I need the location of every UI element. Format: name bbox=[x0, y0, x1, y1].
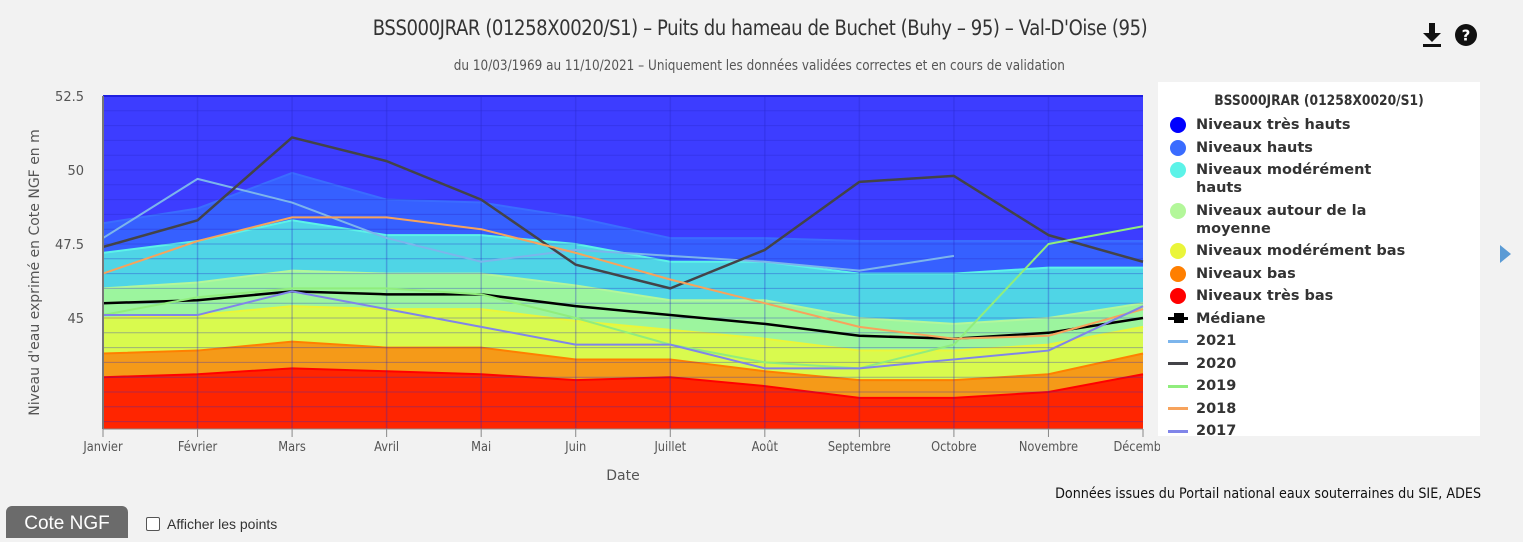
legend-item[interactable]: 2021 bbox=[1158, 332, 1480, 350]
svg-text:Novembre: Novembre bbox=[1019, 439, 1078, 454]
svg-text:Mars: Mars bbox=[278, 439, 306, 454]
help-button[interactable]: ? bbox=[1454, 23, 1478, 47]
legend-item-label: 2020 bbox=[1196, 355, 1237, 372]
legend-item[interactable]: Niveaux modérément bas bbox=[1158, 242, 1480, 260]
legend-item[interactable]: Niveaux autour de la moyenne bbox=[1158, 202, 1480, 238]
series-line bbox=[103, 290, 1144, 370]
legend-line-icon bbox=[1168, 407, 1188, 410]
legend-line-icon bbox=[1168, 339, 1188, 343]
legend-item-label: Médiane bbox=[1196, 310, 1266, 327]
legend-item-label: Niveaux très hauts bbox=[1196, 117, 1351, 133]
legend-item-label: Niveaux très bas bbox=[1196, 288, 1334, 304]
series-lines bbox=[102, 136, 1144, 370]
legend-line-icon bbox=[1168, 362, 1188, 365]
legend-item-label: 2018 bbox=[1196, 400, 1237, 417]
show-points-checkbox[interactable] bbox=[146, 517, 160, 531]
show-points-label: Afficher les points bbox=[167, 516, 278, 532]
legend-dot-icon bbox=[1170, 202, 1186, 219]
legend-line-icon bbox=[1168, 429, 1188, 433]
series-line bbox=[102, 136, 1144, 290]
legend-item[interactable]: 2018 bbox=[1158, 400, 1480, 418]
legend: BSS000JRAR (01258X0020/S1) Niveaux très … bbox=[1158, 82, 1480, 439]
svg-text:?: ? bbox=[1462, 27, 1471, 45]
legend-item[interactable]: 2017 bbox=[1158, 422, 1480, 440]
legend-item-label: Niveaux autour de la moyenne bbox=[1196, 202, 1367, 237]
level-bands bbox=[102, 96, 1144, 429]
svg-text:Janvier: Janvier bbox=[82, 439, 123, 454]
svg-text:Décembre: Décembre bbox=[1113, 439, 1160, 454]
svg-text:50: 50 bbox=[67, 164, 84, 179]
show-points-option[interactable]: Afficher les points bbox=[146, 516, 277, 532]
legend-median-icon bbox=[1168, 313, 1188, 323]
axes: Janvier Février Mars Avril Mai Juin Juillet Aoû… bbox=[27, 90, 1160, 484]
chart-subtitle: du 10/03/1969 au 11/10/2021 – Uniquement… bbox=[453, 58, 1065, 74]
legend-item[interactable]: Niveaux très bas bbox=[1158, 287, 1480, 305]
data-source: Données issues du Portail national eaux … bbox=[1054, 486, 1481, 502]
chart-plot: Janvier Février Mars Avril Mai Juin Juillet Aoû… bbox=[27, 90, 1160, 484]
svg-text:Septembre: Septembre bbox=[828, 439, 891, 454]
legend-item-label: Niveaux bas bbox=[1196, 265, 1296, 282]
svg-text:Date: Date bbox=[606, 468, 639, 484]
legend-title: BSS000JRAR (01258X0020/S1) bbox=[1214, 93, 1424, 109]
download-icon bbox=[1423, 23, 1441, 47]
legend-item[interactable]: Médiane bbox=[1158, 310, 1480, 328]
legend-item-label: Niveaux modérément hauts bbox=[1196, 162, 1372, 196]
legend-item[interactable]: Niveaux hauts bbox=[1158, 139, 1480, 157]
legend-item[interactable]: Niveaux bas bbox=[1158, 265, 1480, 283]
legend-item[interactable]: Niveaux modérément hauts bbox=[1158, 161, 1480, 197]
legend-dot-icon bbox=[1170, 162, 1186, 178]
legend-dot-icon bbox=[1170, 139, 1186, 156]
svg-text:Juin: Juin bbox=[564, 439, 586, 454]
cote-ngf-button[interactable]: Cote NGF bbox=[6, 506, 128, 538]
legend-item-label: 2019 bbox=[1196, 378, 1237, 394]
download-button[interactable] bbox=[1420, 22, 1444, 48]
legend-dot-icon bbox=[1170, 288, 1186, 304]
legend-item-label: 2021 bbox=[1196, 333, 1237, 349]
legend-item[interactable]: 2020 bbox=[1158, 355, 1480, 373]
svg-text:52.5: 52.5 bbox=[55, 90, 84, 105]
svg-text:Mai: Mai bbox=[471, 439, 491, 454]
legend-dot-icon bbox=[1170, 243, 1186, 259]
band-area bbox=[103, 368, 1143, 429]
svg-text:Avril: Avril bbox=[374, 439, 399, 454]
svg-text:Juillet: Juillet bbox=[654, 439, 687, 454]
series-line bbox=[102, 225, 1144, 370]
legend-dot-icon bbox=[1170, 265, 1186, 282]
legend-item[interactable]: Niveaux très hauts bbox=[1158, 116, 1480, 134]
series-line bbox=[102, 177, 955, 272]
svg-text:Niveau d'eau exprimé en Cote N: Niveau d'eau exprimé en Cote NGF en m bbox=[27, 129, 43, 416]
legend-item-label: Niveaux hauts bbox=[1196, 139, 1313, 156]
next-arrow-icon[interactable] bbox=[1500, 245, 1511, 263]
svg-text:Août: Août bbox=[752, 439, 779, 454]
svg-text:Février: Février bbox=[178, 439, 218, 454]
series-line bbox=[102, 216, 1144, 340]
chart-title: BSS000JRAR (01258X0020/S1) – Puits du ha… bbox=[372, 16, 1148, 40]
svg-text:47.5: 47.5 bbox=[55, 238, 84, 253]
svg-text:45: 45 bbox=[67, 312, 84, 327]
help-icon: ? bbox=[1455, 24, 1477, 46]
legend-line-icon bbox=[1168, 384, 1188, 388]
legend-item-label: 2017 bbox=[1196, 423, 1237, 439]
legend-item-label: Niveaux modérément bas bbox=[1196, 243, 1406, 259]
legend-item[interactable]: 2019 bbox=[1158, 377, 1480, 395]
legend-dot-icon bbox=[1170, 117, 1186, 133]
svg-text:Octobre: Octobre bbox=[931, 439, 977, 454]
